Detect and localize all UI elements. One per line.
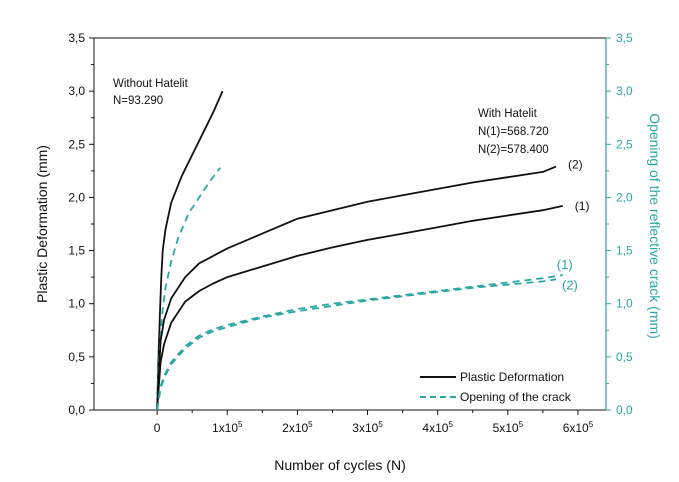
x-tick-label: 0: [154, 421, 161, 435]
series-end-label-3: (2): [568, 158, 583, 172]
x-tick-label: 3x105: [352, 420, 383, 435]
labels-layer: 0 1x105 2x105 3x105 4x105 5x105 6x105 0,0 0,0 0,5…: [68, 31, 633, 435]
series-line-5: [156, 278, 557, 411]
series-line-0: [156, 90, 224, 411]
y-tick-label-left: 3,5: [68, 31, 85, 45]
y-tick-label-left: 2,5: [68, 137, 85, 151]
y-tick-label-right: 2,5: [616, 137, 633, 151]
series-line-3: [156, 165, 557, 411]
y-tick-label-right: 1,0: [616, 297, 633, 311]
y-axis-label-right: Opening of the reflective crack (mm): [647, 113, 663, 339]
y-tick-label-right: 0,5: [616, 350, 633, 364]
annotation-without-n: N=93.290: [113, 95, 163, 107]
x-tick-label: 6x105: [563, 420, 594, 435]
y-tick-label-right: 3,0: [616, 84, 633, 98]
y-tick-label-right: 0,0: [616, 403, 633, 417]
axis-ticks: [89, 37, 611, 415]
x-tick-label: 2x105: [282, 420, 313, 435]
annotation-with-n1: N(1)=568.720: [478, 126, 549, 138]
y-tick-label-left: 2,0: [68, 190, 85, 204]
x-tick-label: 4x105: [422, 420, 453, 435]
y-tick-label-left: 1,5: [68, 244, 85, 258]
series-end-label-2: (1): [575, 199, 590, 213]
y-tick-label-right: 3,5: [616, 31, 633, 45]
x-tick-label: 5x105: [493, 420, 524, 435]
y-tick-label-right: 2,0: [616, 190, 633, 204]
y-tick-label-right: 1,5: [616, 244, 633, 258]
x-tick-label: 1x105: [212, 420, 243, 435]
y-tick-label-left: 3,0: [68, 84, 85, 98]
y-tick-label-left: 1,0: [68, 297, 85, 311]
y-tick-label-left: 0,0: [68, 403, 85, 417]
series-line-2: [156, 205, 563, 411]
annotation-with-n2: N(2)=578.400: [478, 144, 549, 156]
series-end-label-5: (2): [562, 277, 578, 292]
series-layer: [156, 90, 563, 411]
y-axis-label-left: Plastic Deformation (mm): [34, 145, 50, 303]
annotation-with-title: With Hatelit: [478, 108, 538, 120]
legend-label-opening: Opening of the crack: [460, 390, 572, 404]
legend-label-plastic: Plastic Deformation: [460, 370, 564, 384]
legend: Plastic Deformation Opening of the crack: [420, 370, 572, 404]
x-axis-label: Number of cycles (N): [274, 457, 405, 473]
y-tick-label-left: 0,5: [68, 350, 85, 364]
series-end-label-4: (1): [557, 257, 573, 272]
series-line-4: [156, 274, 563, 411]
annotation-without-title: Without Hatelit: [113, 78, 189, 90]
